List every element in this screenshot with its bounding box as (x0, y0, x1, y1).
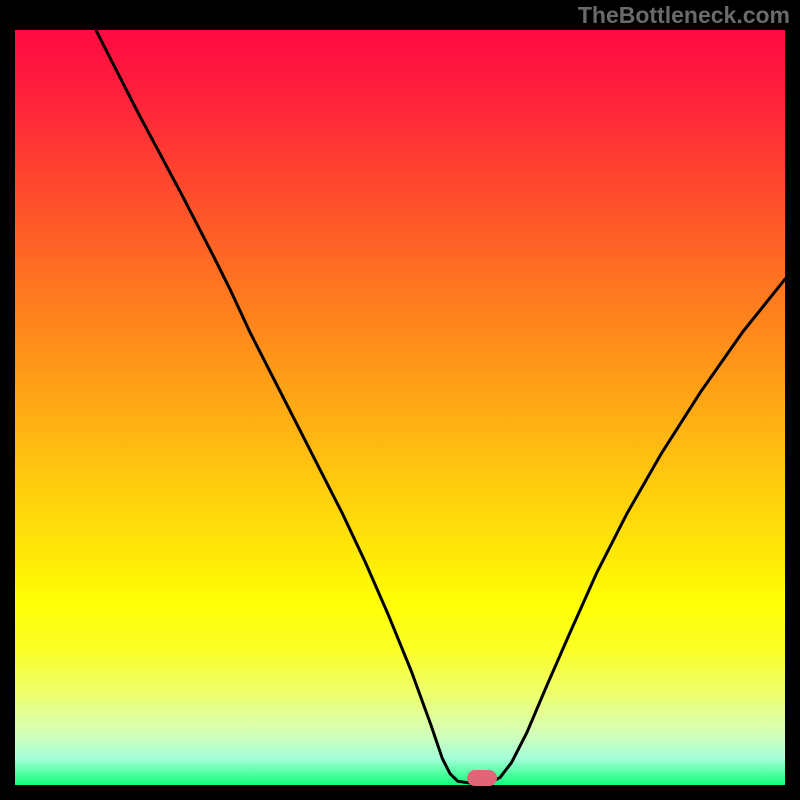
min-marker (467, 770, 497, 786)
watermark-text: TheBottleneck.com (578, 2, 790, 29)
v-curve (15, 30, 785, 785)
plot-area (15, 30, 785, 785)
chart-container: TheBottleneck.com (0, 0, 800, 800)
